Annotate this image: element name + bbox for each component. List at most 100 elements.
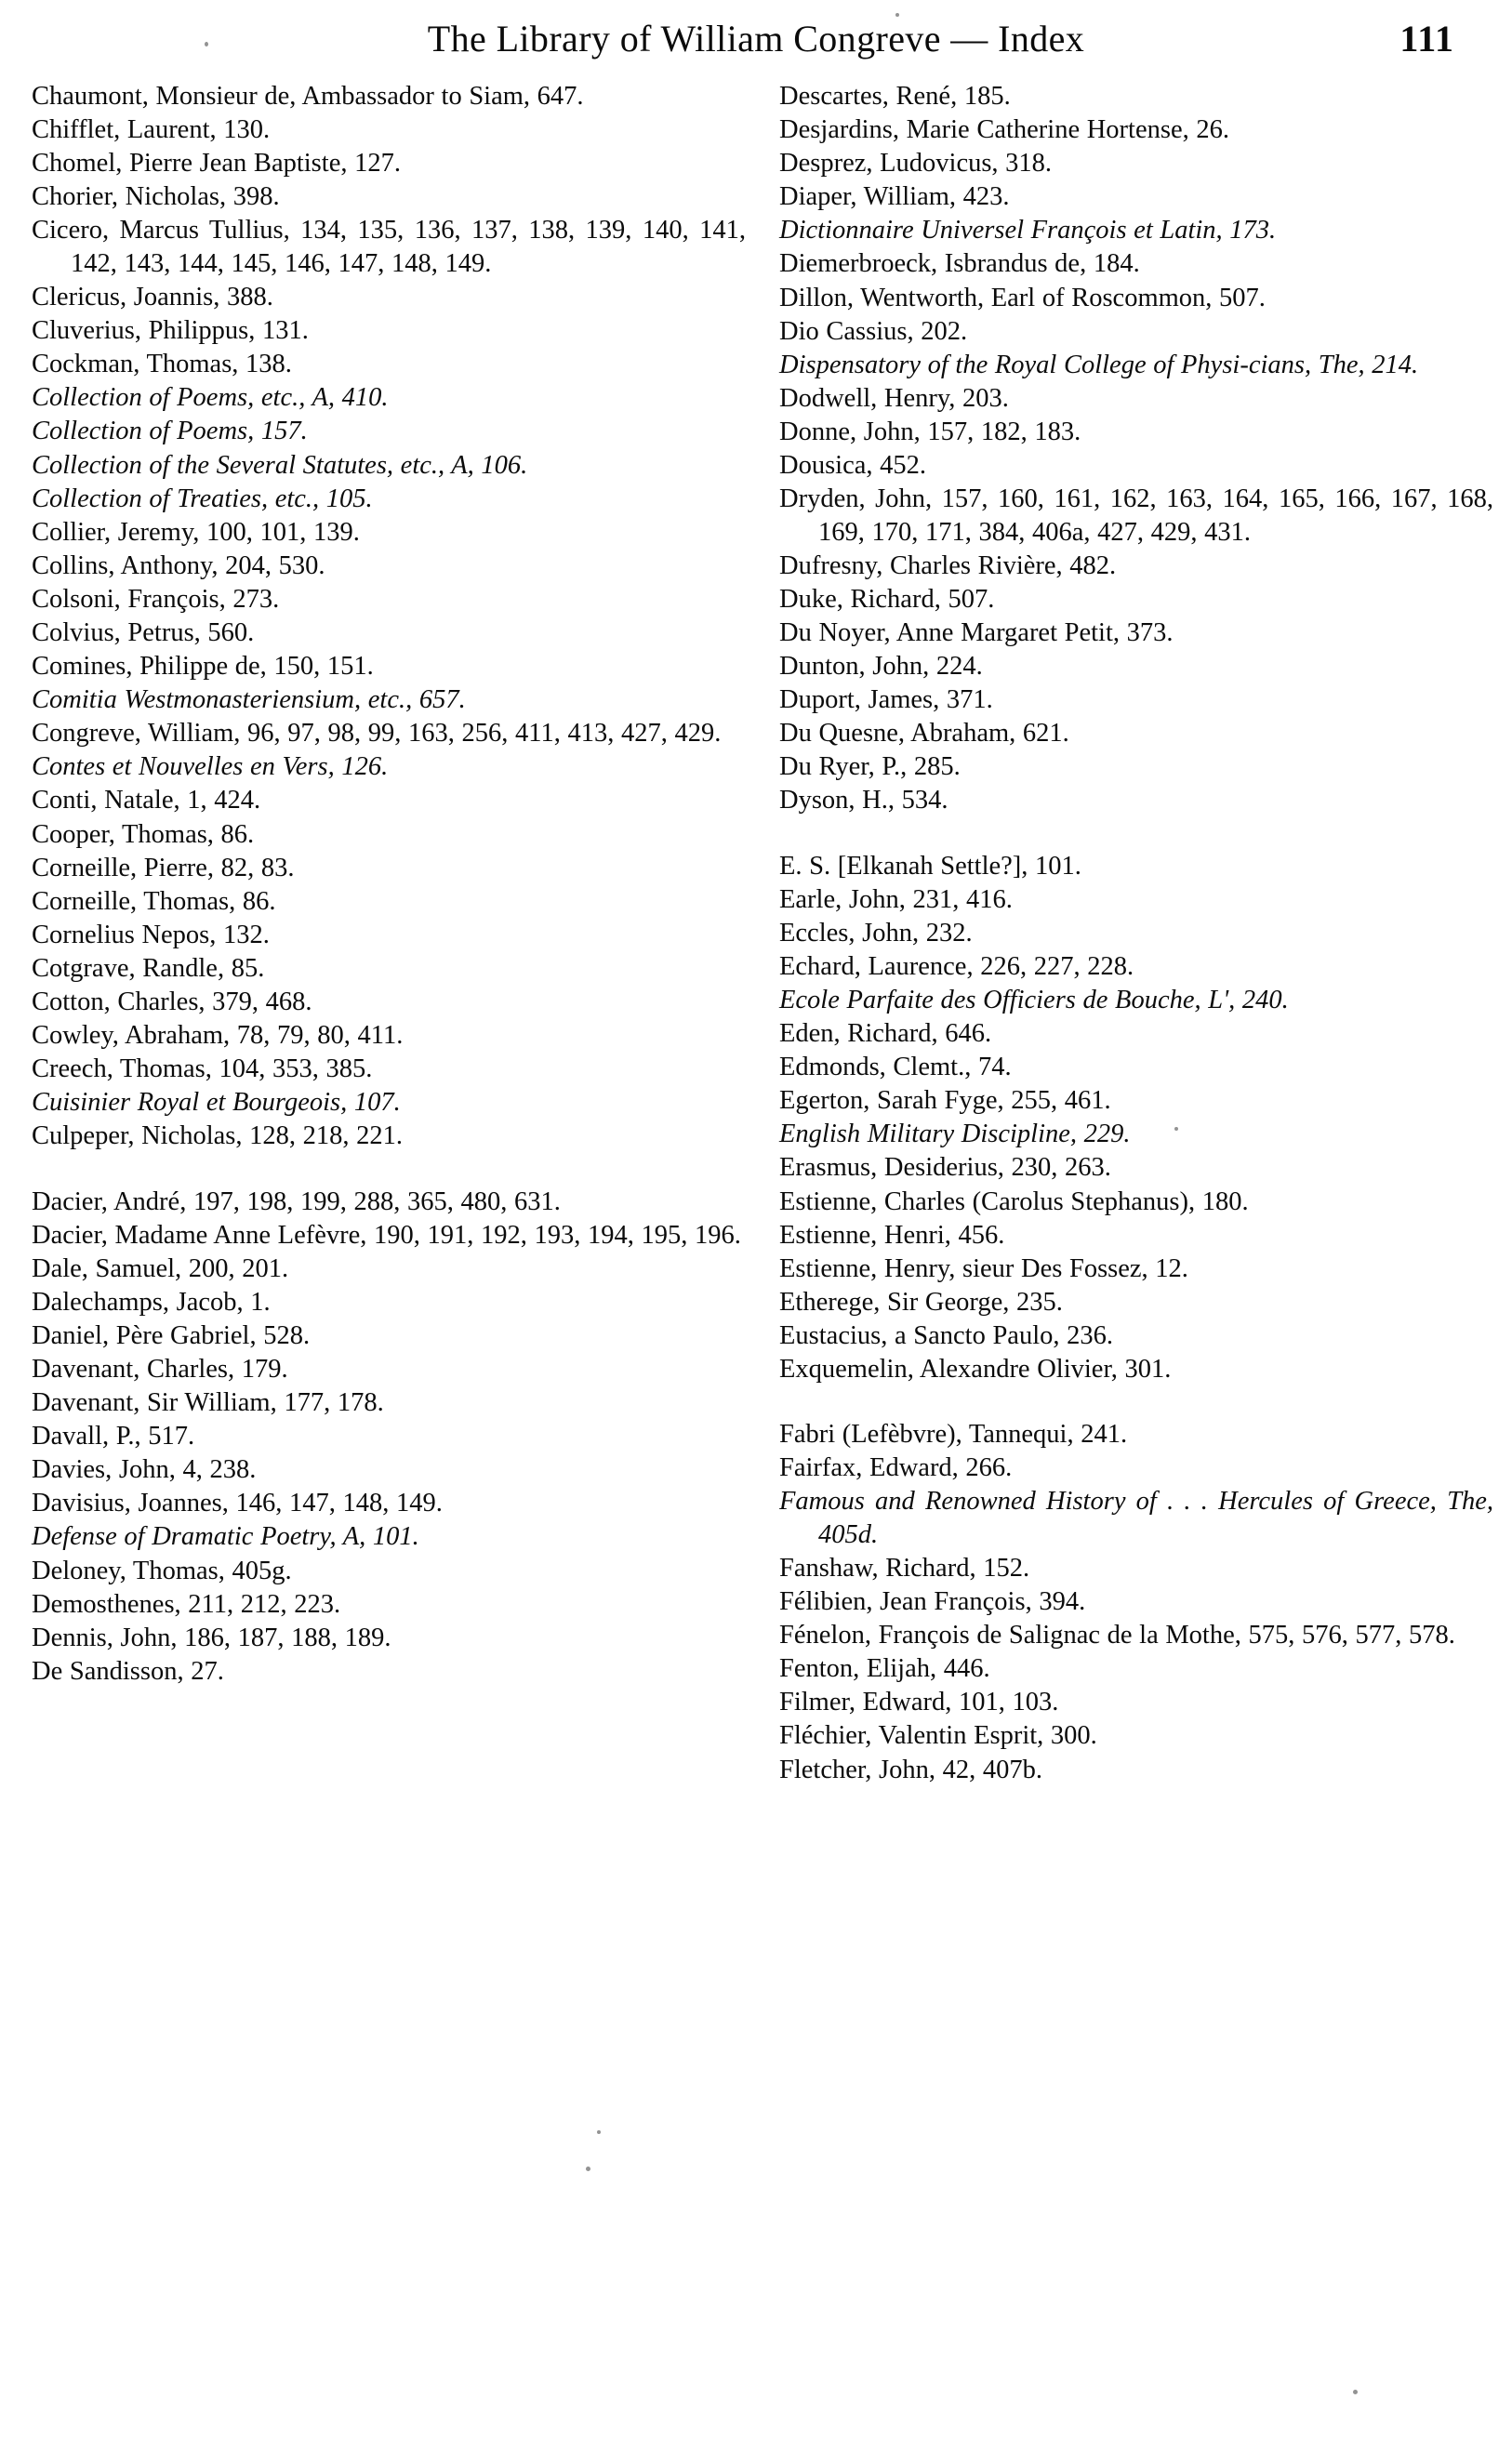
index-entry: Du Noyer, Anne Margaret Petit, 373. — [779, 618, 1174, 647]
index-entry: Demosthenes, 211, 212, 223. — [32, 1589, 341, 1619]
scan-speck — [205, 42, 208, 46]
section-gap — [779, 1386, 1493, 1418]
index-entry: Estienne, Henry, sieur Des Fossez, 12. — [779, 1253, 1188, 1283]
index-entry: Fléchier, Valentin Esprit, 300. — [779, 1721, 1097, 1751]
index-entry: Dispensatory of the Royal College of Phy… — [779, 350, 1419, 379]
index-entry: Donne, John, 157, 182, 183. — [779, 417, 1081, 446]
index-entry: Collins, Anthony, 204, 530. — [32, 550, 325, 580]
index-entry: Clericus, Joannis, 388. — [32, 283, 273, 312]
index-entry: Desprez, Ludovicus, 318. — [779, 149, 1053, 179]
index-entry: Cotgrave, Randle, 85. — [32, 953, 265, 983]
index-entry: De Sandisson, 27. — [32, 1656, 224, 1686]
index-entry: Dale, Samuel, 200, 201. — [32, 1253, 289, 1283]
index-entry: Daniel, Père Gabriel, 528. — [32, 1320, 311, 1350]
index-entry: Dictionnaire Universel François et Latin… — [779, 216, 1277, 245]
right-column: Descartes, René, 185. Desjardins, Marie C… — [779, 80, 1493, 1787]
index-entry: Desjardins, Marie Catherine Hortense, 26… — [779, 115, 1229, 145]
index-entry: Corneille, Pierre, 82, 83. — [32, 853, 295, 882]
index-entry: Collier, Jeremy, 100, 101, 139. — [32, 517, 360, 547]
index-entry: Cornelius Nepos, 132. — [32, 920, 270, 949]
index-entry: Fairfax, Edward, 266. — [779, 1453, 1013, 1483]
index-entry: Filmer, Edward, 101, 103. — [779, 1688, 1059, 1717]
index-entry: Davisius, Joannes, 146, 147, 148, 149. — [32, 1489, 443, 1518]
index-entry: Davenant, Charles, 179. — [32, 1354, 288, 1384]
index-entry: Estienne, Henri, 456. — [779, 1220, 1005, 1250]
index-entry: Conti, Natale, 1, 424. — [32, 786, 261, 815]
index-entry: Estienne, Charles (Carolus Stephanus), 1… — [779, 1186, 1249, 1216]
index-entry: Corneille, Thomas, 86. — [32, 886, 276, 916]
index-entry: Dalechamps, Jacob, 1. — [32, 1287, 271, 1317]
index-entry: Fletcher, John, 42, 407b. — [779, 1755, 1042, 1784]
index-entry: Cotton, Charles, 379, 468. — [32, 987, 312, 1017]
index-entry: English Military Discipline, 229. — [779, 1120, 1131, 1149]
scan-speck — [597, 2130, 601, 2134]
section-gap — [779, 818, 1493, 850]
index-entry: Davenant, Sir William, 177, 178. — [32, 1388, 384, 1418]
index-entry: Edmonds, Clemt., 74. — [779, 1053, 1012, 1082]
index-entry: Deloney, Thomas, 405g. — [32, 1556, 292, 1585]
index-entry: Fanshaw, Richard, 152. — [779, 1553, 1030, 1583]
scan-speck — [586, 2167, 590, 2171]
index-entry: Collection of Poems, etc., A, 410. — [32, 383, 389, 413]
index-entry: Dillon, Wentworth, Earl of Roscommon, 50… — [779, 283, 1266, 312]
scan-speck — [1174, 1127, 1178, 1131]
index-entry: Eustacius, a Sancto Paulo, 236. — [779, 1320, 1113, 1350]
index-entry: Félibien, Jean François, 394. — [779, 1587, 1086, 1617]
index-entry: Eccles, John, 232. — [779, 918, 973, 948]
index-entry: Cooper, Thomas, 86. — [32, 819, 255, 849]
index-entry: Dyson, H., 534. — [779, 786, 948, 815]
index-entry: Erasmus, Desiderius, 230, 263. — [779, 1153, 1111, 1183]
index-entry: Fénelon, François de Salignac de la Moth… — [779, 1621, 1455, 1650]
index-entry: Colsoni, François, 273. — [32, 584, 280, 614]
index-entry: Echard, Laurence, 226, 227, 228. — [779, 951, 1134, 981]
index-entry: Famous and Renowned History of . . . Her… — [779, 1487, 1493, 1549]
index-entry: Collection of Poems, 157. — [32, 417, 308, 446]
index-entry: Collection of the Several Statutes, etc.… — [32, 450, 528, 480]
scan-speck — [1353, 2390, 1358, 2394]
index-entry: Exquemelin, Alexandre Olivier, 301. — [779, 1354, 1172, 1384]
index-columns: Chaumont, Monsieur de, Ambassador to Sia… — [0, 80, 1512, 1787]
index-entry: Dennis, John, 186, 187, 188, 189. — [32, 1623, 391, 1652]
index-entry: Fenton, Elijah, 446. — [779, 1654, 990, 1684]
index-entry: Duport, James, 371. — [779, 685, 993, 715]
index-entry: Comines, Philippe de, 150, 151. — [32, 652, 374, 682]
index-entry: Chomel, Pierre Jean Baptiste, 127. — [32, 149, 401, 179]
index-entry: Egerton, Sarah Fyge, 255, 461. — [779, 1086, 1111, 1116]
section-gap — [32, 1154, 746, 1186]
index-entry: Duke, Richard, 507. — [779, 584, 995, 614]
index-entry: Davall, P., 517. — [32, 1422, 195, 1451]
index-entry: Defense of Dramatic Poetry, A, 101. — [32, 1522, 419, 1552]
index-entry: Diaper, William, 423. — [779, 182, 1010, 212]
index-entry: Chorier, Nicholas, 398. — [32, 182, 280, 212]
index-entry: Dousica, 452. — [779, 451, 927, 481]
index-entry: Descartes, René, 185. — [779, 82, 1011, 111]
index-entry: Congreve, William, 96, 97, 98, 99, 163, … — [32, 719, 722, 749]
index-entry: Dodwell, Henry, 203. — [779, 383, 1009, 413]
index-entry: Fabri (Lefèbvre), Tannequi, 241. — [779, 1420, 1128, 1450]
index-entry: Cowley, Abraham, 78, 79, 80, 411. — [32, 1021, 404, 1051]
index-entry: Culpeper, Nicholas, 128, 218, 221. — [32, 1121, 404, 1151]
scan-speck — [895, 13, 899, 17]
index-entry: Diemerbroeck, Isbrandus de, 184. — [779, 249, 1140, 279]
index-entry: Collection of Treaties, etc., 105. — [32, 484, 373, 513]
index-entry: Ecole Parfaite des Officiers de Bouche, … — [779, 985, 1289, 1014]
index-entry: Dio Cassius, 202. — [779, 316, 968, 346]
index-entry: Davies, John, 4, 238. — [32, 1455, 257, 1485]
page-number: 111 — [1399, 18, 1454, 60]
index-entry: Cockman, Thomas, 138. — [32, 350, 292, 379]
index-entry: Contes et Nouvelles en Vers, 126. — [32, 752, 389, 782]
index-entry: Dryden, John, 157, 160, 161, 162, 163, 1… — [779, 484, 1493, 547]
index-entry: Chifflet, Laurent, 130. — [32, 115, 271, 145]
left-column: Chaumont, Monsieur de, Ambassador to Sia… — [32, 80, 746, 1787]
index-entry: Cicero, Marcus Tullius, 134, 135, 136, 1… — [32, 216, 746, 278]
index-entry: Du Quesne, Abraham, 621. — [779, 719, 1069, 749]
index-entry: Chaumont, Monsieur de, Ambassador to Sia… — [32, 82, 584, 111]
index-entry: E. S. [Elkanah Settle?], 101. — [779, 851, 1081, 881]
index-entry: Eden, Richard, 646. — [779, 1019, 992, 1049]
index-entry: Cluverius, Philippus, 131. — [32, 316, 309, 346]
page-title: The Library of William Congreve — Index — [427, 18, 1085, 60]
index-entry: Cuisinier Royal et Bourgeois, 107. — [32, 1088, 401, 1118]
index-entry: Creech, Thomas, 104, 353, 385. — [32, 1054, 373, 1084]
index-entry: Dunton, John, 224. — [779, 652, 983, 682]
